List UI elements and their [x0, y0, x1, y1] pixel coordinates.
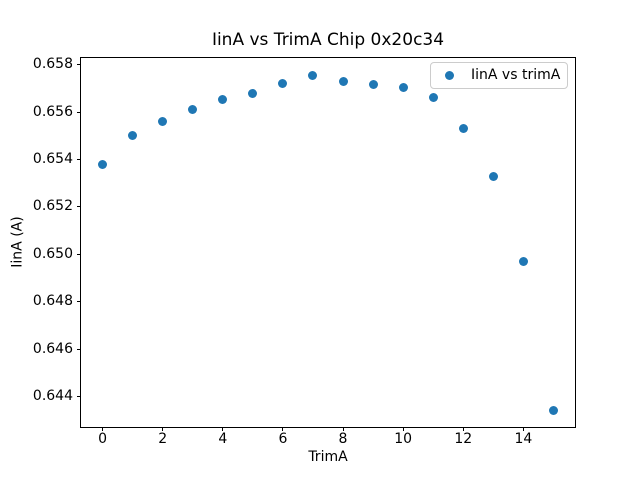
x-tick-label: 2	[158, 430, 168, 447]
x-tick	[102, 427, 104, 431]
x-tick	[402, 427, 404, 431]
data-point	[398, 82, 408, 92]
x-axis-label: TrimA	[308, 449, 348, 465]
data-point	[518, 256, 528, 266]
legend: IinA vs trimA	[430, 62, 568, 89]
y-tick	[76, 158, 80, 160]
x-tick-label: 0	[98, 430, 107, 447]
data-point	[278, 79, 288, 89]
x-tick-label: 14	[514, 430, 533, 447]
y-tick	[76, 253, 80, 255]
data-point	[188, 105, 198, 115]
x-tick-label: 4	[218, 430, 228, 447]
y-tick	[76, 301, 80, 303]
data-point	[248, 88, 258, 98]
y-tick-label: 0.648	[32, 293, 73, 310]
y-tick-label: 0.656	[32, 103, 73, 120]
x-tick	[282, 427, 284, 431]
y-tick-label: 0.658	[32, 56, 73, 73]
y-tick	[76, 395, 80, 397]
data-point	[548, 406, 558, 416]
y-tick-label: 0.646	[32, 340, 73, 357]
data-point	[368, 80, 378, 90]
data-point	[338, 76, 348, 86]
data-point	[458, 124, 468, 134]
data-point	[128, 131, 138, 141]
y-tick	[76, 64, 80, 66]
x-tick-label: 10	[394, 430, 413, 447]
y-tick	[76, 206, 80, 208]
data-point	[98, 159, 108, 169]
y-tick	[76, 348, 80, 350]
legend-label: IinA vs trimA	[471, 67, 561, 83]
data-point	[428, 93, 438, 103]
y-tick	[76, 111, 80, 113]
x-tick-label: 8	[338, 430, 348, 447]
x-tick	[162, 427, 164, 431]
x-tick	[522, 427, 524, 431]
x-tick	[462, 427, 464, 431]
chart-title: IinA vs TrimA Chip 0x20c34	[211, 30, 445, 50]
x-tick-label: 6	[278, 430, 288, 447]
x-tick	[342, 427, 344, 431]
y-tick-label: 0.652	[32, 198, 73, 215]
y-tick-label: 0.650	[32, 245, 73, 262]
plot-area	[80, 57, 576, 428]
legend-marker-icon	[445, 71, 454, 80]
data-point	[488, 171, 498, 181]
data-point	[308, 70, 318, 80]
y-tick-label: 0.654	[32, 150, 73, 167]
x-tick-label: 12	[454, 430, 473, 447]
data-point	[218, 94, 228, 104]
y-tick-label: 0.644	[32, 387, 73, 404]
data-point	[158, 117, 168, 127]
x-tick	[222, 427, 224, 431]
